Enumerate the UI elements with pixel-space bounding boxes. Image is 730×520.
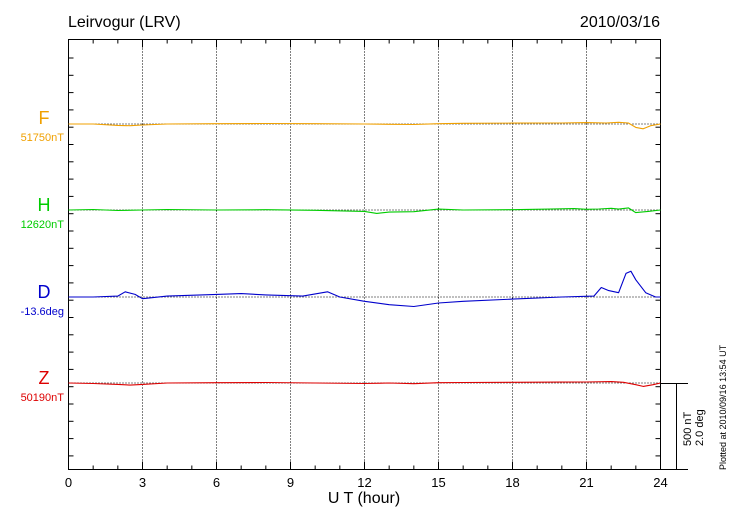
series-H xyxy=(68,207,661,214)
series-Z xyxy=(68,381,661,387)
x-tick-label-6: 6 xyxy=(213,475,220,490)
channel-name-F: F xyxy=(39,108,50,128)
station-title: Leirvogur (LRV) xyxy=(68,14,181,31)
x-tick-label-12: 12 xyxy=(357,475,371,490)
grid-lines xyxy=(142,39,587,470)
series-D xyxy=(68,270,661,308)
x-tick-label-18: 18 xyxy=(505,475,519,490)
channel-name-H: H xyxy=(38,195,51,215)
scale-bar: 500 nT 2.0 deg xyxy=(660,383,706,470)
scale-deg-label: 2.0 deg xyxy=(694,409,706,446)
channel-baseline-D: -13.6deg xyxy=(21,306,64,318)
plot-frame xyxy=(68,39,661,470)
x-tick-label-21: 21 xyxy=(579,475,593,490)
channel-name-Z: Z xyxy=(39,368,50,388)
x-tick-label-3: 3 xyxy=(139,475,146,490)
x-tick-label-9: 9 xyxy=(287,475,294,490)
x-tick-labels: 0 3 6 9 12 15 18 21 24 xyxy=(65,475,668,490)
channel-baseline-F: 51750nT xyxy=(21,132,65,144)
channel-baseline-Z: 50190nT xyxy=(21,392,65,404)
x-tick-label-0: 0 xyxy=(65,475,72,490)
x-axis-title: U T (hour) xyxy=(328,490,400,507)
scale-nt-label: 500 nT xyxy=(682,411,694,446)
channel-name-D: D xyxy=(38,282,51,302)
channel-labels: F 51750nT H 12620nT D -13.6deg Z 50190nT xyxy=(21,108,65,404)
channel-baseline-H: 12620nT xyxy=(21,219,65,231)
plot-date: 2010/03/16 xyxy=(580,14,660,31)
x-tick-label-15: 15 xyxy=(431,475,445,490)
plotted-timestamp: Plotted at 2010/09/16 13:54 UT xyxy=(718,344,728,470)
axis-ticks xyxy=(68,39,661,470)
series-lines xyxy=(68,121,661,387)
x-tick-label-24: 24 xyxy=(653,475,667,490)
series-F xyxy=(68,121,661,130)
